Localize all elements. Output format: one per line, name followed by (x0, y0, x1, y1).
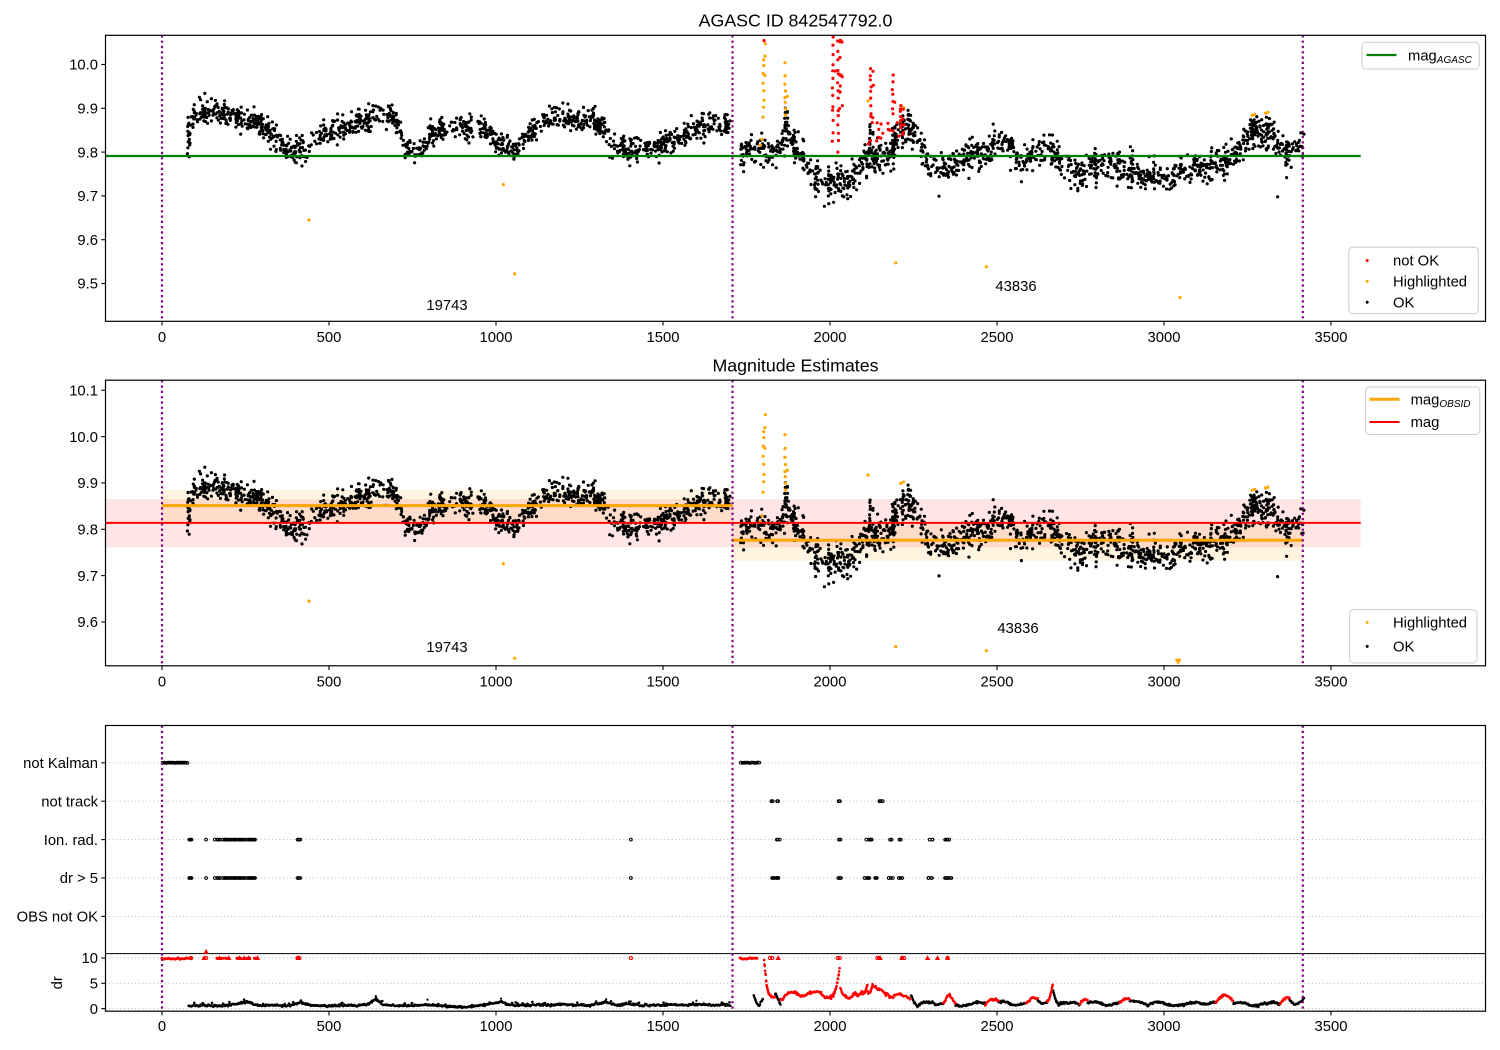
svg-text:0: 0 (158, 1019, 166, 1035)
svg-text:2500: 2500 (981, 1019, 1014, 1035)
svg-text:1000: 1000 (480, 1019, 513, 1035)
svg-text:9.6: 9.6 (77, 615, 98, 631)
svg-text:1000: 1000 (480, 330, 513, 346)
svg-text:AGASC ID 842547792.0: AGASC ID 842547792.0 (699, 11, 893, 31)
svg-text:2000: 2000 (814, 675, 847, 691)
svg-text:3500: 3500 (1315, 675, 1348, 691)
svg-text:500: 500 (317, 1019, 342, 1035)
svg-text:not track: not track (41, 794, 98, 810)
svg-text:19743: 19743 (426, 298, 467, 314)
svg-text:10.1: 10.1 (69, 383, 98, 399)
svg-text:9.6: 9.6 (77, 233, 98, 249)
svg-text:43836: 43836 (995, 279, 1036, 295)
svg-text:dr > 5: dr > 5 (60, 871, 98, 887)
svg-text:not Kalman: not Kalman (23, 756, 98, 772)
svg-text:19743: 19743 (426, 640, 467, 656)
svg-text:1500: 1500 (647, 1019, 680, 1035)
svg-text:3000: 3000 (1148, 330, 1181, 346)
svg-text:mag: mag (1411, 415, 1440, 431)
svg-text:2500: 2500 (981, 675, 1014, 691)
svg-text:2500: 2500 (981, 330, 1014, 346)
svg-text:Highlighted: Highlighted (1393, 616, 1467, 632)
svg-text:9.5: 9.5 (77, 277, 98, 293)
svg-text:Highlighted: Highlighted (1393, 275, 1467, 291)
svg-text:1500: 1500 (647, 675, 680, 691)
svg-text:5: 5 (90, 977, 98, 993)
svg-text:0: 0 (158, 330, 166, 346)
svg-text:Ion. rad.: Ion. rad. (44, 833, 98, 849)
svg-text:dr: dr (50, 976, 66, 989)
svg-text:3000: 3000 (1148, 675, 1181, 691)
svg-text:9.9: 9.9 (77, 102, 98, 118)
svg-text:9.7: 9.7 (77, 569, 98, 585)
svg-text:OK: OK (1393, 640, 1415, 656)
svg-text:10: 10 (82, 951, 98, 967)
svg-text:3500: 3500 (1315, 330, 1348, 346)
svg-text:500: 500 (317, 675, 342, 691)
svg-text:2000: 2000 (814, 1019, 847, 1035)
svg-text:0: 0 (90, 1002, 98, 1018)
svg-text:9.7: 9.7 (77, 189, 98, 205)
svg-text:Magnitude Estimates: Magnitude Estimates (712, 356, 878, 376)
svg-text:9.9: 9.9 (77, 476, 98, 492)
svg-text:1000: 1000 (480, 675, 513, 691)
svg-text:43836: 43836 (997, 621, 1038, 637)
svg-text:3000: 3000 (1148, 1019, 1181, 1035)
svg-text:500: 500 (317, 330, 342, 346)
svg-text:1500: 1500 (647, 330, 680, 346)
svg-text:10.0: 10.0 (69, 430, 98, 446)
svg-text:9.8: 9.8 (77, 145, 98, 161)
svg-text:0: 0 (158, 675, 166, 691)
svg-text:3500: 3500 (1315, 1019, 1348, 1035)
svg-text:2000: 2000 (814, 330, 847, 346)
svg-text:OK: OK (1393, 296, 1415, 312)
svg-text:9.8: 9.8 (77, 523, 98, 539)
svg-text:10.0: 10.0 (69, 58, 98, 74)
svg-text:not OK: not OK (1393, 254, 1439, 270)
svg-text:OBS not OK: OBS not OK (17, 910, 99, 926)
